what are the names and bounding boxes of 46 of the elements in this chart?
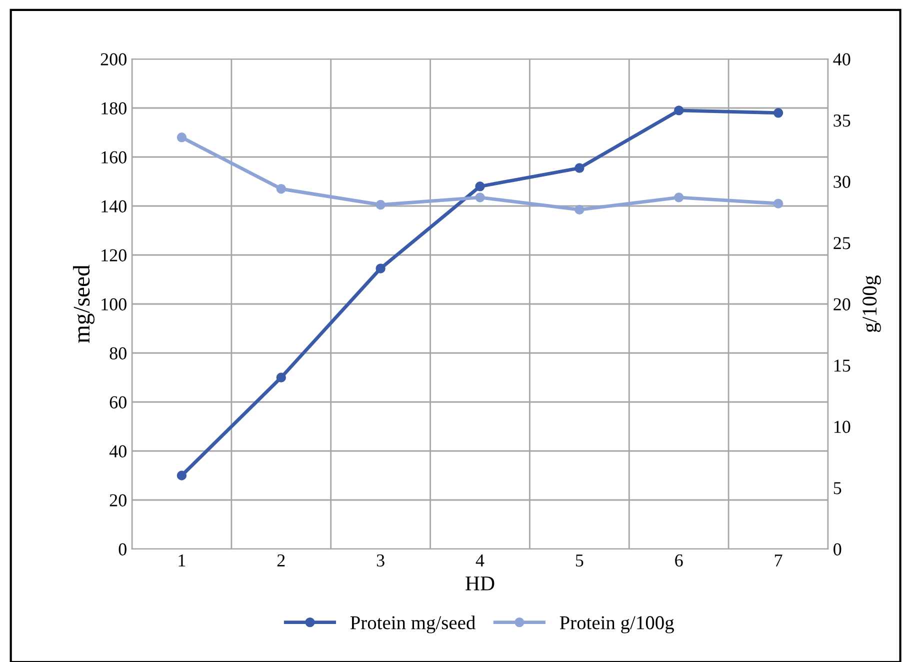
y-tick-label: 60 xyxy=(110,396,126,408)
y-tick-label: 200 xyxy=(100,53,126,66)
y-tick-label: 140 xyxy=(102,200,126,212)
y2-tick-label: 30 xyxy=(834,176,850,188)
y-tick-label: 180 xyxy=(102,102,126,114)
y-tick-label: 40 xyxy=(109,445,126,458)
point xyxy=(475,182,485,192)
y-tick-label: 100 xyxy=(102,298,126,310)
point xyxy=(773,108,784,118)
x-tick-label: 3 xyxy=(376,554,384,567)
point xyxy=(376,264,386,274)
point xyxy=(574,163,584,173)
point xyxy=(475,192,485,202)
x-axis-title: HD xyxy=(466,576,494,590)
point xyxy=(176,470,187,480)
point xyxy=(176,132,187,142)
y-tick-label: 120 xyxy=(102,249,126,262)
x-tick-label: 4 xyxy=(476,554,484,566)
y2-axis-title: g/100g xyxy=(862,275,881,332)
y2-tick-label: 25 xyxy=(834,237,850,250)
y-tick-label: 160 xyxy=(102,151,126,164)
y-tick-label: 20 xyxy=(110,494,126,506)
point xyxy=(276,372,286,382)
y2-tick-label: 40 xyxy=(833,53,850,66)
point xyxy=(674,192,684,202)
y-tick-label: 80 xyxy=(110,347,126,360)
y-tick-label: 0 xyxy=(118,543,126,556)
y2-tick-label: 5 xyxy=(834,482,842,494)
x-tick-label: 2 xyxy=(277,554,285,566)
point xyxy=(773,198,784,208)
y2-tick-label: 35 xyxy=(834,114,850,127)
y2-tick-label: 10 xyxy=(834,420,850,433)
point xyxy=(376,200,386,210)
point xyxy=(276,184,286,194)
y2-tick-label: 15 xyxy=(834,360,850,372)
x-tick-label: 6 xyxy=(675,554,683,567)
legend-label: Protein g/100g xyxy=(560,616,674,634)
point xyxy=(574,204,584,215)
x-tick-label: 5 xyxy=(576,554,584,567)
x-tick-label: 1 xyxy=(178,554,186,566)
x-tick-label: 7 xyxy=(774,554,782,566)
y2-tick-label: 0 xyxy=(834,543,842,556)
point xyxy=(674,106,684,116)
y-axis-title: mg/seed xyxy=(73,264,94,343)
y2-tick-label: 20 xyxy=(834,298,850,310)
legend-label: Protein mg/seed xyxy=(350,616,476,634)
